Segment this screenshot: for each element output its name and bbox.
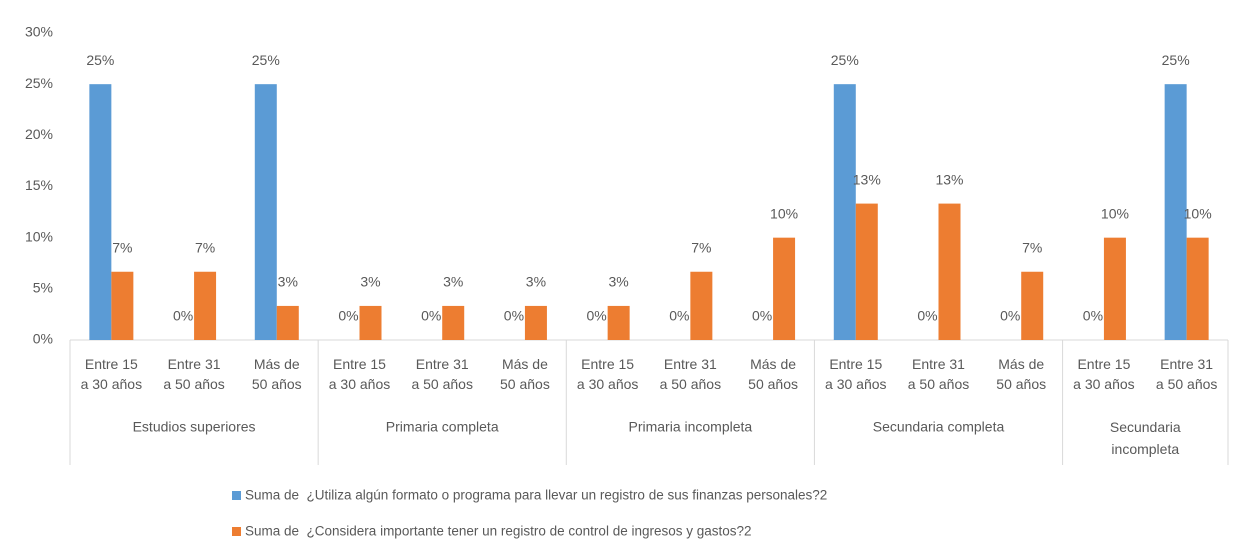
data-label: 0%: [338, 308, 358, 324]
data-label: 3%: [609, 274, 629, 290]
data-label: 10%: [770, 205, 798, 221]
bar: [938, 203, 961, 340]
group-label: Secundaria incompleta: [1110, 419, 1181, 457]
data-label: 25%: [1162, 52, 1190, 68]
x-tick-label: Entre 31 a 50 años: [908, 356, 970, 392]
data-label: 7%: [195, 239, 215, 255]
data-label: 3%: [443, 274, 463, 290]
data-label: 0%: [1083, 308, 1103, 324]
bar: [1164, 84, 1187, 341]
x-tick-label: Entre 15 a 30 años: [329, 356, 391, 392]
bar: [690, 271, 713, 340]
y-tick-label: 0%: [33, 331, 53, 347]
x-tick-label: Entre 31 a 50 años: [660, 356, 722, 392]
bar: [1021, 271, 1044, 340]
data-label: 0%: [752, 308, 772, 324]
x-tick-label: Más de 50 años: [748, 356, 798, 392]
data-label: 3%: [278, 274, 298, 290]
bar: [855, 203, 878, 340]
bar: [773, 237, 796, 340]
y-tick-label: 15%: [25, 177, 53, 193]
x-tick-label: Entre 15 a 30 años: [577, 356, 639, 392]
bar: [254, 84, 277, 341]
y-tick-label: 5%: [33, 280, 53, 296]
x-tick-label: Más de 50 años: [500, 356, 550, 392]
group-label: Secundaria completa: [873, 419, 1005, 435]
group-label: Estudios superiores: [133, 419, 256, 435]
legend-swatch: [232, 527, 241, 536]
bar: [194, 271, 217, 340]
bar: [1103, 237, 1126, 340]
legend-swatch: [232, 491, 241, 500]
x-tick-label: Entre 15 a 30 años: [1073, 356, 1135, 392]
data-label: 25%: [252, 52, 280, 68]
x-tick-label: Más de 50 años: [996, 356, 1046, 392]
legend-label: Suma de ¿Considera importante tener un r…: [245, 524, 752, 539]
data-label: 25%: [86, 52, 114, 68]
data-label: 13%: [935, 171, 963, 187]
bar: [833, 84, 856, 341]
data-label: 0%: [917, 308, 937, 324]
data-label: 3%: [526, 274, 546, 290]
bar: [359, 305, 382, 340]
group-label: Primaria incompleta: [628, 419, 752, 435]
bar: [111, 271, 134, 340]
data-label: 10%: [1101, 205, 1129, 221]
data-label: 25%: [831, 52, 859, 68]
x-tick-label: Entre 15 a 30 años: [81, 356, 143, 392]
y-tick-label: 20%: [25, 126, 53, 142]
data-label: 7%: [112, 239, 132, 255]
x-tick-label: Entre 31 a 50 años: [163, 356, 225, 392]
data-label: 0%: [504, 308, 524, 324]
data-label: 10%: [1184, 205, 1212, 221]
y-tick-label: 30%: [25, 24, 53, 40]
data-label: 0%: [587, 308, 607, 324]
data-label: 0%: [421, 308, 441, 324]
bar: [607, 305, 630, 340]
bar: [1186, 237, 1209, 340]
y-tick-label: 10%: [25, 228, 53, 244]
bar: [442, 305, 465, 340]
x-tick-label: Entre 15 a 30 años: [825, 356, 887, 392]
bar: [89, 84, 112, 341]
x-tick-label: Más de 50 años: [252, 356, 302, 392]
data-label: 13%: [853, 171, 881, 187]
group-label: Primaria completa: [386, 419, 499, 435]
y-tick-label: 25%: [25, 75, 53, 91]
bar: [524, 305, 547, 340]
data-label: 0%: [173, 308, 193, 324]
x-tick-label: Entre 31 a 50 años: [1156, 356, 1218, 392]
data-label: 0%: [669, 308, 689, 324]
data-label: 0%: [1000, 308, 1020, 324]
bar: [276, 305, 299, 340]
x-tick-label: Entre 31 a 50 años: [411, 356, 473, 392]
data-label: 7%: [691, 239, 711, 255]
data-label: 3%: [360, 274, 380, 290]
legend-label: Suma de ¿Utiliza algún formato o program…: [245, 488, 827, 503]
data-label: 7%: [1022, 239, 1042, 255]
